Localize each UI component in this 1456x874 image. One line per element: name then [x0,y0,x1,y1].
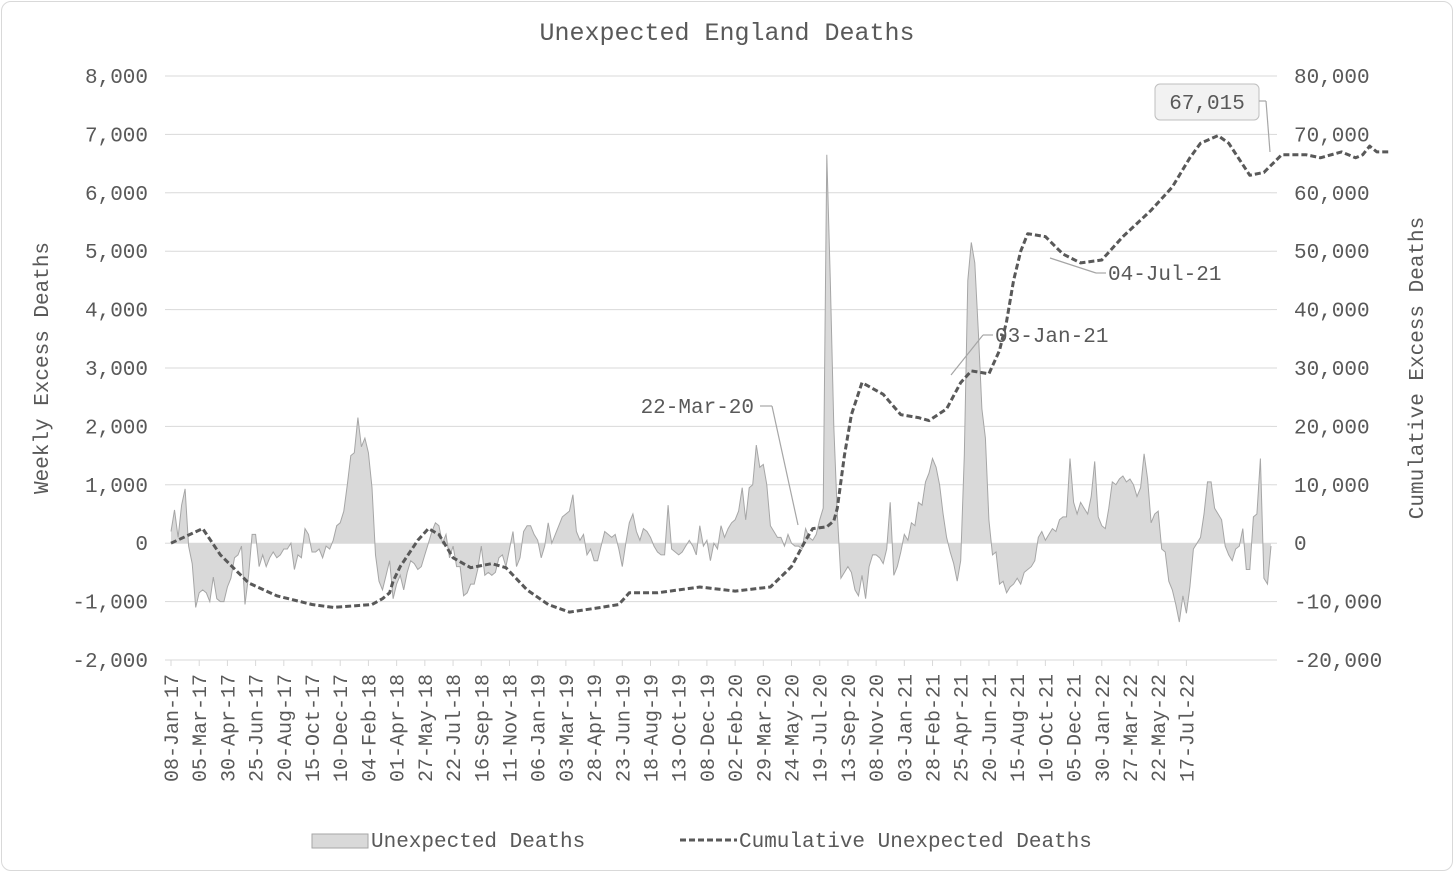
y2-tick-label: 0 [1294,534,1307,557]
x-tick-label: 15-Oct-17 [303,674,326,782]
y-tick-label: 8,000 [85,67,148,90]
annotation-pointer-22-mar-20 [771,405,799,526]
annotation-pointer-04-jul-21 [1049,257,1097,274]
x-tick-label: 03-Jan-21 [895,674,918,782]
annotation-final-value: 67,015 [1154,83,1271,153]
y-tick-label: -2,000 [72,651,148,674]
y2-tick-label: 30,000 [1294,359,1370,382]
x-tick-label: 24-May-20 [783,674,806,782]
legend-item-cumulative: Cumulative Unexpected Deaths [680,831,1092,854]
x-tick-label: 29-Mar-20 [754,674,777,782]
x-tick-label: 23-Jun-19 [613,674,636,782]
x-tick-label: 25-Jun-17 [247,674,270,782]
y-tick-label: 4,000 [85,301,148,324]
legend-item-unexpected-deaths: Unexpected Deaths [311,831,585,854]
y2-tick-label: 40,000 [1294,301,1370,324]
x-tick-label: 02-Feb-20 [726,674,749,782]
x-tick-label: 27-May-18 [416,674,439,782]
annotation-label-04-jul-21: 04-Jul-21 [1108,264,1221,287]
y2-tick-label: 10,000 [1294,476,1370,499]
x-tick-label: 19-Jul-20 [811,674,834,782]
y2-tick-label: 20,000 [1294,417,1370,440]
y2-tick-label: 60,000 [1294,184,1370,207]
x-tick-label: 18-Aug-19 [641,674,664,782]
annotation-box [1154,83,1260,121]
x-tick-label: 20-Jun-21 [980,674,1003,782]
annotation-pointer-03-jan-21 [950,334,984,376]
x-tick-label: 03-Mar-19 [557,674,580,782]
y-tick-label: 0 [135,534,148,557]
y2-tick-label: 50,000 [1294,242,1370,265]
x-tick-label: 08-Dec-19 [698,674,721,782]
y-tick-label: 7,000 [85,125,148,148]
x-tick-label: 25-Apr-21 [952,674,975,782]
x-tick-label: 10-Oct-21 [1036,674,1059,782]
legend-label-unexpected-deaths: Unexpected Deaths [371,831,585,854]
x-tick-label: 20-Aug-17 [275,674,298,782]
annotation-pointer-final [1265,100,1271,153]
y-tick-label: 1,000 [85,476,148,499]
annotation-04-jul-21: 04-Jul-21 [1049,257,1221,287]
y-tick-label: -1,000 [72,593,148,616]
x-tick-label: 05-Mar-17 [190,674,213,782]
y2-axis-label: Cumulative Excess Deaths [1407,217,1430,519]
weekly-area-fill [171,154,1271,623]
x-tick-label: 27-Mar-22 [1121,674,1144,782]
x-tick-labels: 08-Jan-17 05-Mar-17 30-Apr-17 25-Jun-17 20-A… [162,674,1200,782]
legend-swatch-area [311,833,369,849]
y-tick-label: 2,000 [85,417,148,440]
legend: Unexpected Deaths Cumulative Unexpected … [311,831,1092,854]
annotation-label-03-jan-21: 03-Jan-21 [995,326,1108,349]
annotation-22-mar-20: 22-Mar-20 [641,397,799,526]
x-tick-label: 11-Nov-18 [500,674,523,782]
x-tick-label: 22-Jul-18 [444,674,467,782]
y-axis-label: Weekly Excess Deaths [32,242,55,494]
x-tick-label: 15-Aug-21 [1008,674,1031,782]
annotation-label-final: 67,015 [1169,93,1245,116]
gridlines [165,75,1277,666]
y-tick-label: 5,000 [85,242,148,265]
y2-tick-label: 80,000 [1294,67,1370,90]
y2-tick-label: -20,000 [1294,651,1382,674]
x-tick-label: 28-Apr-19 [585,674,608,782]
x-tick-label: 22-May-22 [1149,674,1172,782]
x-tick-label: 17-Jul-22 [1177,674,1200,782]
x-tick-label: 10-Dec-17 [331,674,354,782]
x-tick-label: 28-Feb-21 [924,674,947,782]
x-tick-label: 30-Jan-22 [1093,674,1116,782]
annotation-03-jan-21: 03-Jan-21 [950,326,1108,376]
chart-title: Unexpected England Deaths [539,19,914,48]
x-tick-label: 04-Feb-18 [359,674,382,782]
y-tick-label: 3,000 [85,359,148,382]
x-tick-label: 08-Nov-20 [867,674,890,782]
x-tick-label: 16-Sep-18 [472,674,495,782]
x-tick-label: 05-Dec-21 [1065,674,1088,782]
x-tick-label: 01-Apr-18 [388,674,411,782]
weekly-area-layer [170,154,1272,623]
x-tick-label: 13-Sep-20 [839,674,862,782]
y-tick-labels: -2,000 -1,000 0 1,000 2,000 3,000 4,000 5,000 6,… [72,67,148,674]
y2-tick-label: -10,000 [1294,593,1382,616]
y-tick-label: 6,000 [85,184,148,207]
cumulative-line-layer [170,134,1391,614]
weekly-area-outline [170,154,1272,623]
x-tick-label: 08-Jan-17 [162,674,185,782]
annotation-label-22-mar-20: 22-Mar-20 [641,397,754,420]
y2-tick-labels: -20,000 -10,000 0 10,000 20,000 30,000 40,000 5… [1294,67,1382,674]
x-tick-label: 13-Oct-19 [670,674,693,782]
x-tick-label: 06-Jan-19 [529,674,552,782]
cumulative-line [170,134,1391,614]
legend-label-cumulative: Cumulative Unexpected Deaths [739,831,1092,854]
y2-tick-label: 70,000 [1294,125,1370,148]
x-tick-label: 30-Apr-17 [218,674,241,782]
